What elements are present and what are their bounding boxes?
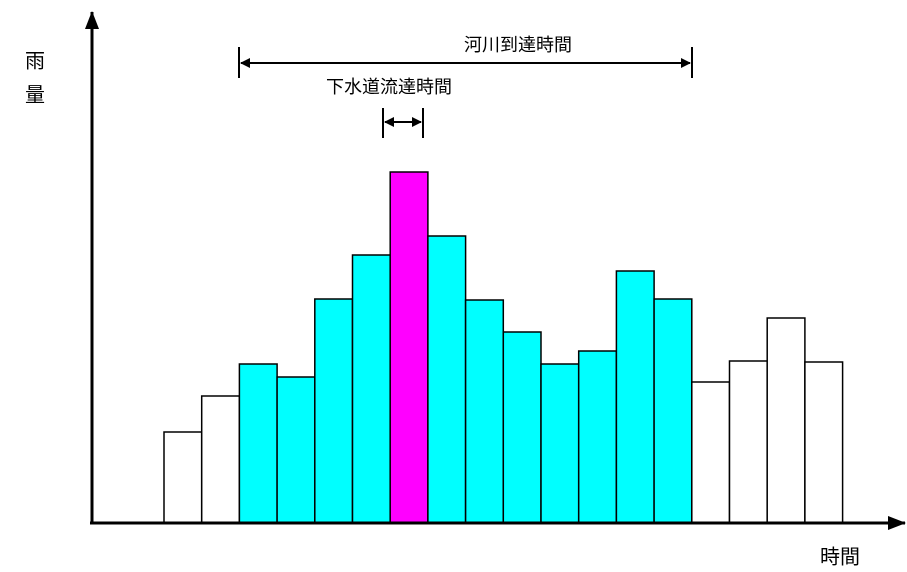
bar [163,431,203,524]
bar [804,361,844,524]
bar [653,298,693,524]
bar [276,376,316,524]
bar [464,299,505,524]
bar [314,298,354,524]
bar [238,363,278,524]
annotation: 河川到達時間 [464,35,572,56]
bar [389,171,429,524]
bar [615,270,655,524]
y-axis-label: 雨量 [22,50,46,118]
bar [200,395,241,524]
x-axis-label: 時間 [820,545,860,569]
bar [577,350,618,524]
bar [427,235,467,524]
bar [691,381,731,524]
bar [728,360,768,524]
bar [502,331,542,524]
bar [351,254,391,524]
annotation: 下水道流達時間 [326,77,452,98]
bar [766,317,806,524]
bar [540,363,580,524]
bars [163,171,844,524]
